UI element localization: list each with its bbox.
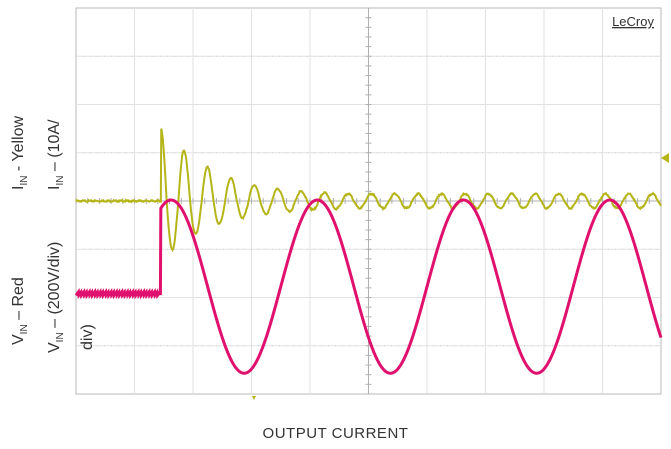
voltage-label-1: VIN – Red (10, 277, 31, 345)
series-line-voltage (74, 198, 663, 375)
voltage-label-3: div) (79, 324, 96, 350)
brand-logo: LeCroy (612, 14, 654, 29)
series-line-current (75, 128, 662, 253)
current-label-2: IIN – (10A/ (46, 119, 67, 190)
level-marker-icon (661, 153, 669, 163)
trigger-marker-icon (252, 396, 256, 400)
x-axis-label: OUTPUT CURRENT (262, 425, 409, 442)
current-label-1: IIN - Yellow (10, 115, 31, 190)
voltage-label-2: VIN – (200V/div) (46, 241, 67, 353)
